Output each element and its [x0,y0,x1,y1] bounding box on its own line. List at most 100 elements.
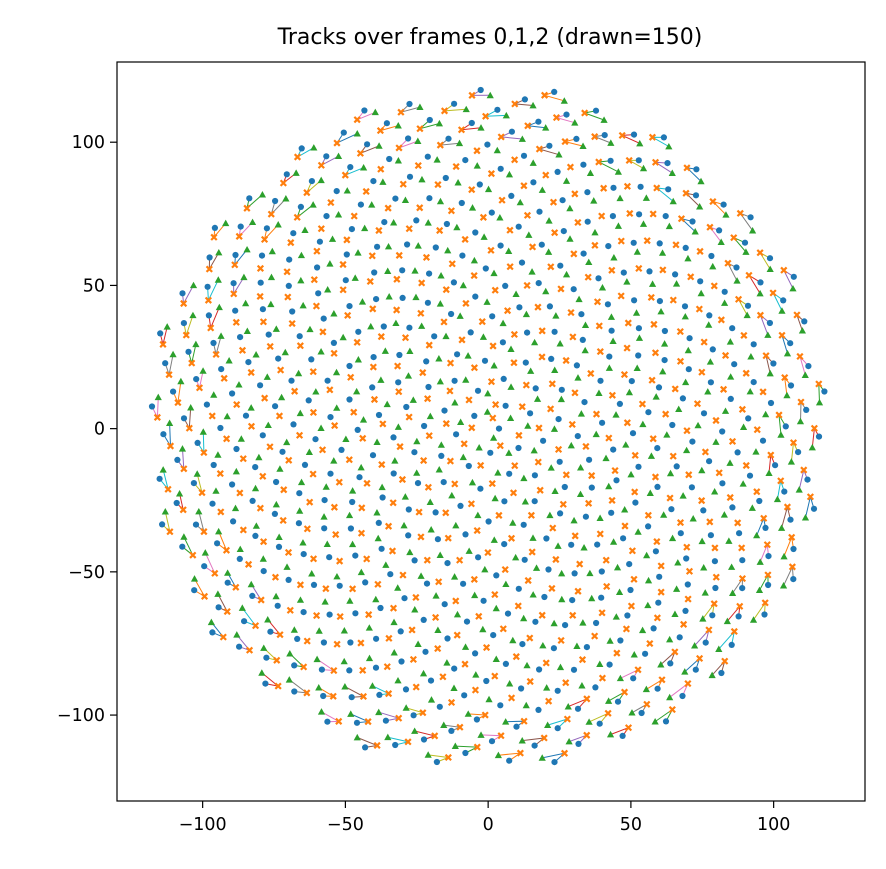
frame-2-point [544,721,552,729]
frame-2-point [210,391,218,398]
frame-2-point [595,389,603,396]
frame-0-point [425,383,432,391]
frame-0-point [438,452,445,459]
frame-2-point [361,224,369,232]
frame-0-point [628,378,635,385]
frame-0-point [320,692,327,700]
frame-0-point [410,712,417,719]
frame-1-point [617,237,625,245]
frame-2-point [523,661,531,669]
frame-1-point [232,318,240,326]
frame-0-point [472,650,479,657]
frame-2-point [529,159,537,166]
frame-1-point [562,471,570,479]
frame-1-point [527,511,535,519]
frame-1-point [470,575,478,583]
frame-0-point [230,518,237,525]
frame-2-point [322,483,330,490]
frame-0-point [606,353,613,360]
frame-2-point [306,325,314,333]
frame-0-point [300,609,307,616]
frame-1-point [542,659,550,667]
frame-0-point [477,485,484,492]
frame-2-point [453,223,461,231]
frame-1-point [495,511,503,519]
frame-1-point [669,452,677,460]
frame-2-point [163,323,171,330]
frame-2-point [518,135,526,142]
frame-0-point [548,355,555,362]
frame-2-point [159,466,167,473]
frame-1-point [501,565,509,574]
frame-1-point [306,498,314,506]
frame-2-point [394,676,402,684]
frame-0-point [656,240,663,247]
frame-0-point [497,702,504,709]
frame-0-point [630,131,638,138]
frame-2-point [190,575,199,582]
frame-2-point [783,391,791,399]
frame-1-point [605,434,613,442]
frame-0-point [569,597,576,604]
frame-0-point [772,462,779,469]
frame-1-point [309,555,318,563]
frame-0-point [229,481,236,488]
frame-0-point [465,462,472,470]
frame-0-point [340,129,347,136]
frame-2-point [505,449,513,456]
frame-0-point [546,142,553,149]
frame-1-point [339,286,347,294]
frame-1-point [621,522,629,530]
frame-2-point [668,534,677,542]
frame-2-point [448,491,456,499]
frame-0-point [495,425,503,432]
frame-0-point [233,445,240,453]
frame-2-point [543,684,551,691]
frame-0-point [697,278,704,285]
frame-0-point [787,382,795,389]
frame-0-point [728,641,735,649]
frame-0-point [297,203,304,210]
frame-1-point [233,400,241,409]
frame-2-point [607,313,616,320]
frame-0-point [206,254,213,261]
frame-2-point [299,301,307,309]
frame-1-point [778,331,786,339]
frame-1-point [628,547,636,555]
frame-1-point [685,471,693,479]
frame-1-point [470,272,478,280]
frame-2-point [297,276,305,284]
frame-1-point [288,319,296,328]
frame-2-point [453,610,462,618]
frame-2-point [657,307,665,315]
frame-2-point [339,333,347,341]
frame-1-point [760,514,768,522]
frame-2-point [418,175,426,183]
frame-2-point [297,251,306,259]
frame-0-point [733,264,740,271]
frame-2-point [224,569,232,576]
frame-0-point [662,718,670,725]
frame-1-point [473,743,481,751]
frame-2-point [766,369,774,377]
frame-2-point [177,377,185,385]
frame-1-point [423,556,431,564]
frame-2-point [462,376,470,383]
frame-2-point [777,524,786,531]
frame-0-point [494,106,501,113]
frame-0-point [551,759,558,766]
frame-1-point [482,112,490,120]
frame-2-point [359,416,368,423]
frame-2-point [727,373,735,380]
frame-0-point [664,160,671,167]
frame-2-point [286,649,294,657]
frame-2-point [299,539,307,546]
frame-1-point [557,636,565,645]
frame-1-point [236,489,244,497]
x-tick-label: 100 [757,815,790,835]
frame-0-point [157,330,164,337]
frame-0-point [490,632,497,639]
frame-0-point [300,551,307,558]
frame-0-point [347,525,354,532]
frame-2-point [365,624,373,631]
